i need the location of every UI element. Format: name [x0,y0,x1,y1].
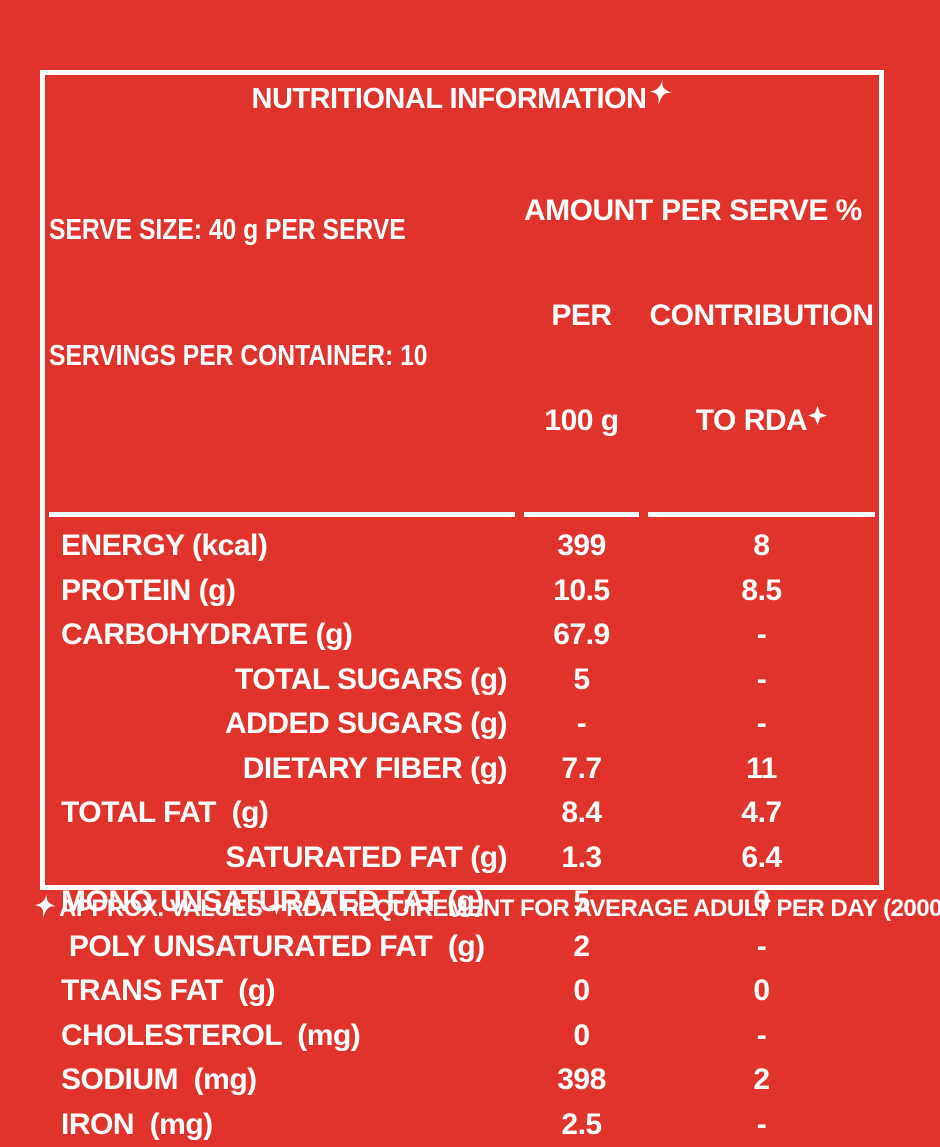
table-row: DIETARY FIBER (g) 7.7 11 [49,747,875,792]
table-row: POLY UNSATURATED FAT (g) 2 - [49,925,875,970]
rda-marker-icon [808,406,827,425]
table-row: CARBOHYDRATE (g) 67.9 - [49,613,875,658]
amount-value: 1.3 [524,841,639,875]
rda-header-line1: PER SERVE % [648,193,875,228]
amount-header-line3: 100 g [524,403,639,438]
nutrient-label: ADDED SUGARS (g) [49,707,515,741]
nutrient-label: TRANS FAT (g) [49,974,515,1008]
amount-value: 67.9 [524,618,639,652]
rda-value: - [648,1108,875,1142]
rda-value: 2 [648,1063,875,1097]
nutrient-table: ENERGY (kcal) 399 8 PROTEIN (g) 10.5 8.5… [49,517,875,1147]
amount-value: 7.7 [524,752,639,786]
rda-value: - [648,1019,875,1053]
rda-value: - [648,663,875,697]
servings-per-container-text: SERVINGS PER CONTAINER: 10 [49,335,445,377]
rda-footnote-text: RDA REQUIREMENT FOR AVERAGE ADULT PER DA… [286,895,940,923]
amount-value: 0 [524,1019,639,1053]
separator-segment [524,512,639,517]
column-header-rda: PER SERVE % CONTRIBUTION TO RDA [648,123,875,508]
footnotes: APPROX. VALUES RDA REQUIREMENT FOR AVERA… [33,895,913,923]
rda-value: - [648,618,875,652]
nutrient-label: TOTAL FAT (g) [49,796,515,830]
table-row: CHOLESTEROL (mg) 0 - [49,1014,875,1059]
amount-value: 399 [524,529,639,563]
table-row: ADDED SUGARS (g) - - [49,702,875,747]
amount-value: 5 [524,663,639,697]
table-row: SATURATED FAT (g) 1.3 6.4 [49,836,875,881]
amount-value: 2 [524,930,639,964]
amount-header-line2: PER [524,298,639,333]
amount-value: 398 [524,1063,639,1097]
panel-title-text: NUTRITIONAL INFORMATION [252,83,647,116]
rda-marker-icon [268,898,285,915]
rda-value: 0 [648,974,875,1008]
nutrient-label: POLY UNSATURATED FAT (g) [49,930,515,964]
rda-value: 6.4 [648,841,875,875]
table-row: IRON (mg) 2.5 - [49,1103,875,1147]
serve-size-text: SERVE SIZE: 40 g PER SERVE [49,209,445,251]
nutrient-label: PROTEIN (g) [49,574,515,608]
table-row: SODIUM (mg) 398 2 [49,1058,875,1103]
nutrient-label: SODIUM (mg) [49,1063,515,1097]
nutrition-panel: NUTRITIONAL INFORMATION SERVE SIZE: 40 g… [40,70,884,890]
amount-value: 0 [524,974,639,1008]
rda-value: 11 [648,752,875,786]
rda-value: 8.5 [648,574,875,608]
approx-footnote-text: APPROX. VALUES [59,895,262,923]
rda-header-line3: TO RDA [648,403,875,438]
approx-marker-icon [648,79,673,106]
nutrient-label: ENERGY (kcal) [49,529,515,563]
rda-value: - [648,930,875,964]
rda-value: 8 [648,529,875,563]
nutrient-label: DIETARY FIBER (g) [49,752,515,786]
table-row: TOTAL FAT (g) 8.4 4.7 [49,791,875,836]
separator-segment [648,512,875,517]
amount-value: 10.5 [524,574,639,608]
table-row: TOTAL SUGARS (g) 5 - [49,658,875,703]
nutrient-label: CHOLESTEROL (mg) [49,1019,515,1053]
nutrient-label: SATURATED FAT (g) [49,841,515,875]
approx-marker-icon [33,893,57,919]
table-row: TRANS FAT (g) 0 0 [49,969,875,1014]
nutrient-label: TOTAL SUGARS (g) [49,663,515,697]
rda-header-line2: CONTRIBUTION [648,298,875,333]
nutrient-label: CARBOHYDRATE (g) [49,618,515,652]
rda-value: 4.7 [648,796,875,830]
amount-header-line1: AMOUNT [524,193,639,228]
header-separator [49,512,875,517]
table-row: PROTEIN (g) 10.5 8.5 [49,569,875,614]
amount-value: 8.4 [524,796,639,830]
table-header: SERVE SIZE: 40 g PER SERVE SERVINGS PER … [49,123,875,508]
amount-value: - [524,707,639,741]
column-header-amount: AMOUNT PER 100 g [524,123,639,508]
table-row: ENERGY (kcal) 399 8 [49,524,875,569]
nutrient-label: IRON (mg) [49,1108,515,1142]
serve-info: SERVE SIZE: 40 g PER SERVE SERVINGS PER … [49,123,445,508]
separator-segment [49,512,515,517]
rda-value: - [648,707,875,741]
amount-value: 2.5 [524,1108,639,1142]
panel-title: NUTRITIONAL INFORMATION [49,83,875,121]
